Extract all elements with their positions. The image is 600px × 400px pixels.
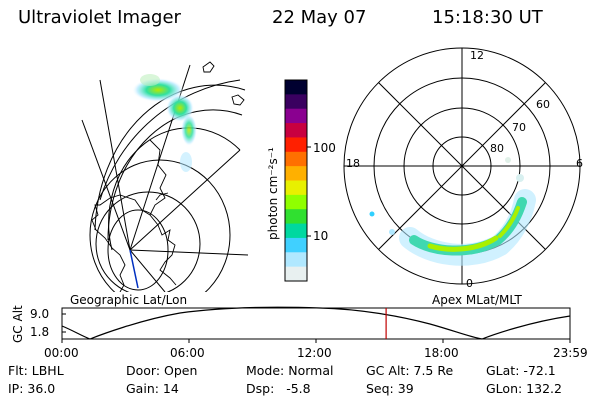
colorbar-swatch (285, 80, 307, 95)
mlt-diagonal (378, 82, 546, 250)
colorbar-swatch (285, 237, 307, 253)
geo-caption: Geographic Lat/Lon (70, 293, 188, 307)
seq-status: Seq: 39 (366, 381, 414, 396)
coastline (91, 139, 177, 292)
colorbar (285, 80, 307, 282)
altitude-ylabel: GC Alt (11, 305, 25, 343)
colorbar-swatch (285, 94, 307, 110)
altitude-xtick-label: 18:00 (424, 346, 459, 360)
door-status: Door: Open (126, 363, 198, 378)
colorbar-swatch (285, 223, 307, 239)
altitude-ytick-label: 1.8 (30, 325, 50, 339)
colorbar-tick-label: 10 (313, 229, 329, 243)
auroral-oval-core (427, 235, 499, 252)
lat-circle (95, 191, 201, 292)
filter-status: Flt: LBHL (8, 363, 64, 378)
glon-status: GLon: 132.2 (486, 381, 562, 396)
colorbar-swatch (285, 180, 307, 196)
gc-alt-status: GC Alt: 7.5 Re (366, 363, 454, 378)
date-label: 22 May 07 (272, 7, 367, 28)
mode-status: Mode: Normal (246, 363, 334, 378)
lat-circle (108, 127, 241, 251)
aurora-speck (369, 211, 375, 217)
colorbar-unit-label: photon cm⁻²s⁻¹ (266, 147, 280, 240)
auroral-oval-core (498, 206, 520, 238)
altitude-xtick-label: 12:00 (297, 346, 332, 360)
altitude-ytick-label: 9.0 (30, 307, 50, 321)
mlt-label-left: 18 (346, 157, 360, 170)
colorbar-swatch (285, 166, 307, 182)
aurora-patch (140, 74, 160, 86)
polar-caption: Apex MLat/MLT (432, 293, 522, 307)
colorbar-frame (284, 79, 308, 282)
meridian (129, 149, 241, 251)
ip-status: IP: 36.0 (8, 381, 56, 396)
lat-label-60: 60 (536, 98, 550, 111)
altitude-xtick-label: 06:00 (170, 346, 205, 360)
altitude-xtick-label: 00:00 (44, 346, 79, 360)
altitude-xtick-label: 23:59 (553, 346, 588, 360)
glat-status: GLat: -72.1 (486, 363, 556, 378)
lat-circle (99, 79, 241, 201)
colorbar-swatch (285, 137, 307, 153)
aurora-speck (516, 174, 524, 182)
colorbar-swatch (285, 123, 307, 139)
time-label: 15:18:30 UT (432, 7, 543, 28)
polar-aurora-emission (369, 157, 536, 266)
island-coast (231, 94, 245, 106)
aurora-speck (505, 157, 511, 163)
colorbar-swatch (285, 194, 307, 210)
mlt-label-right: 6 (576, 157, 583, 170)
aurora-patch (181, 114, 197, 146)
aurora-speck (389, 229, 395, 235)
meridian (81, 119, 131, 251)
lat-circle (89, 159, 231, 292)
meridian (129, 249, 249, 256)
colorbar-swatch (285, 151, 307, 167)
island-coast (202, 61, 215, 73)
mlt-label-top: 12 (470, 49, 484, 62)
colorbar-swatch (285, 108, 307, 124)
geo-aurora-emission (132, 74, 197, 172)
instrument-title: Ultraviolet Imager (18, 7, 181, 28)
gain-status: Gain: 14 (126, 381, 179, 396)
colorbar-swatch (285, 266, 307, 282)
lat-circle (107, 209, 169, 291)
altitude-curve (61, 306, 571, 340)
colorbar-tick-label: 100 (313, 141, 336, 155)
colorbar-swatch (285, 252, 307, 268)
mlt-label-bottom: 0 (466, 277, 473, 290)
geographic-map (81, 61, 249, 292)
meridian (129, 249, 166, 292)
nadir-track (129, 249, 139, 289)
meridian (99, 79, 131, 251)
lat-label-80: 80 (490, 142, 504, 155)
colorbar-swatch (285, 209, 307, 225)
dsp-status: Dsp: -5.8 (246, 381, 311, 396)
aurora-patch (180, 152, 192, 172)
lat-label-70: 70 (512, 121, 526, 134)
